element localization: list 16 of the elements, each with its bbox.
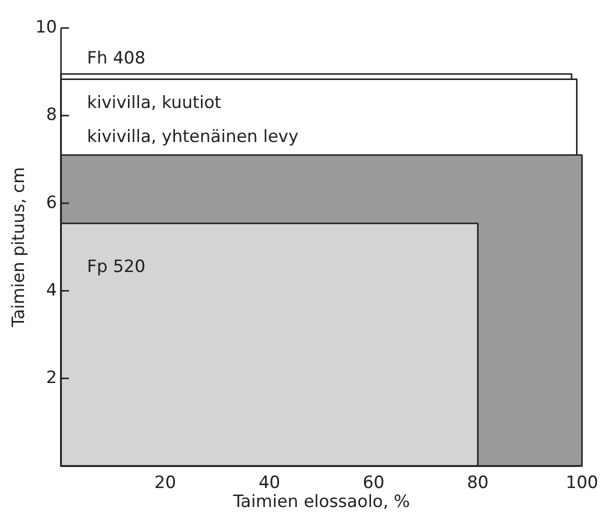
series-label: kivivilla, yhtenäinen levy bbox=[87, 127, 298, 148]
x-tick-label: 60 bbox=[362, 473, 384, 493]
y-tick-label: 10 bbox=[35, 18, 57, 38]
x-axis-title: Taimien elossaolo, % bbox=[232, 492, 410, 512]
y-tick-label: 6 bbox=[46, 192, 57, 213]
y-tick-label: 4 bbox=[46, 280, 57, 300]
series-label: kivivilla, kuutiot bbox=[87, 92, 222, 113]
y-tick-label: 8 bbox=[46, 105, 57, 126]
x-tick-label: 100 bbox=[566, 473, 598, 493]
y-axis-title: Taimien pituus, cm bbox=[9, 167, 29, 328]
x-tick-label: 20 bbox=[154, 473, 176, 493]
series-label: Fp 520 bbox=[87, 256, 146, 277]
y-tick-label: 2 bbox=[46, 368, 57, 388]
x-tick-label: 80 bbox=[466, 473, 489, 493]
series-label: Fh 408 bbox=[87, 48, 146, 68]
x-tick-label: 40 bbox=[258, 473, 280, 493]
